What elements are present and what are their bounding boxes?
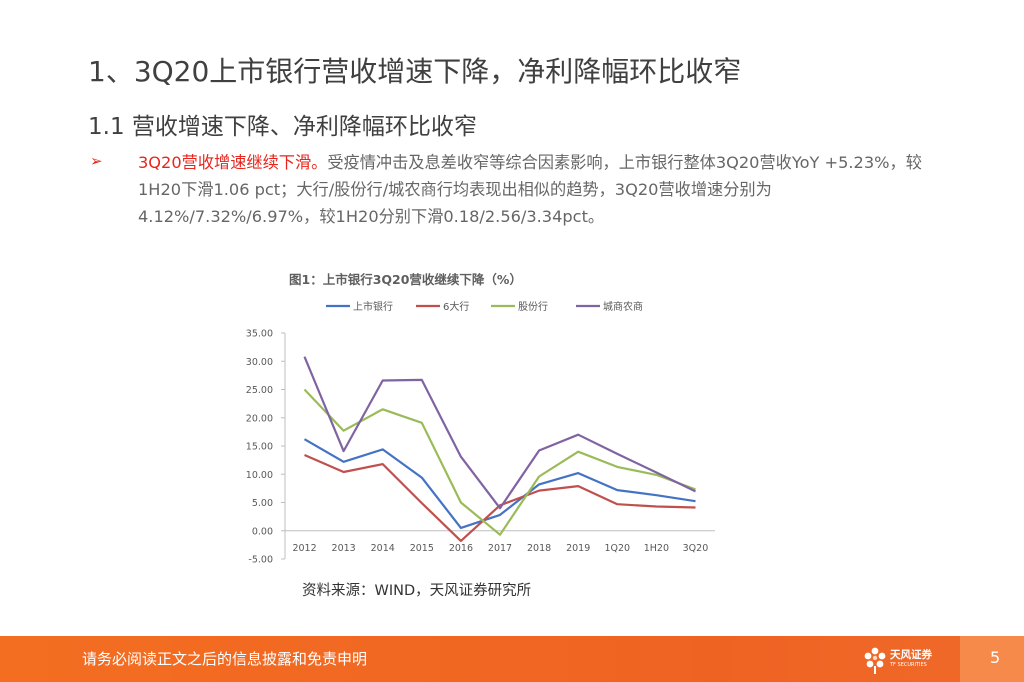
legend-item: 6大行 — [416, 300, 469, 313]
series-line-上市银行 — [303, 438, 696, 529]
chart-legend: 上市银行 6大行 股份行 城商农商 — [326, 300, 643, 313]
slide-title: 1、3Q20上市银行营收增速下降，净利降幅环比收窄 — [88, 55, 742, 88]
y-tick-label: 25.00 — [246, 385, 273, 396]
legend-label: 城商农商 — [603, 300, 643, 313]
x-tick-label: 2015 — [410, 543, 434, 554]
x-tick-label: 2016 — [449, 543, 473, 554]
x-tick-label: 1Q20 — [604, 543, 630, 554]
bullet-arrow-icon: ➢ — [90, 152, 103, 170]
x-tick-label: 2012 — [292, 543, 316, 554]
y-tick-label: -5.00 — [248, 555, 273, 566]
x-tick-label: 2018 — [527, 543, 551, 554]
footer-disclaimer: 请务必阅读正文之后的信息披露和免责申明 — [82, 650, 368, 668]
data-source: 资料来源：WIND，天风证券研究所 — [302, 583, 532, 599]
legend-item: 城商农商 — [576, 300, 643, 313]
legend-item: 股份行 — [491, 300, 548, 313]
chart-axes — [281, 332, 715, 560]
y-tick-label: 20.00 — [246, 413, 273, 424]
y-tick-label: 0.00 — [252, 526, 273, 537]
legend-label: 6大行 — [443, 300, 469, 313]
footer-bar: 请务必阅读正文之后的信息披露和免责申明 天风证券 TF SECURITIES 5 — [0, 636, 1024, 682]
series-line-股份行 — [303, 388, 696, 536]
bullet-paragraph: 3Q20营收增速继续下滑。受疫情冲击及息差收窄等综合因素影响，上市银行整体3Q2… — [138, 149, 938, 230]
legend-label: 上市银行 — [353, 300, 393, 313]
y-tick-label: 10.00 — [246, 470, 273, 481]
series-line-6大行 — [304, 453, 696, 542]
chart-title: 图1：上市银行3Q20营收继续下降（%） — [289, 272, 522, 287]
y-tick-label: 35.00 — [246, 329, 273, 340]
chart-series — [303, 356, 696, 542]
series-line-城商农商 — [303, 356, 696, 510]
x-axis-labels: 2012 2013 2014 2015 2016 2017 2018 2019 1Q20 1H20… — [292, 543, 708, 554]
x-tick-label: 2013 — [332, 543, 356, 554]
legend-item: 上市银行 — [326, 300, 393, 313]
legend-label: 股份行 — [518, 300, 548, 313]
x-tick-label: 2019 — [566, 543, 590, 554]
page-number: 5 — [990, 648, 1001, 667]
brand-logo: 天风证券 TF SECURITIES — [862, 645, 942, 675]
flower-logo-icon — [864, 647, 886, 674]
x-tick-label: 2014 — [371, 543, 395, 554]
x-tick-label: 1H20 — [644, 543, 669, 554]
x-tick-label: 3Q20 — [683, 543, 709, 554]
bullet-highlight: 3Q20营收增速继续下滑。 — [138, 153, 328, 172]
y-axis-labels: -5.00 0.00 5.00 10.00 15.00 20.00 25.00 30.00 35… — [246, 329, 273, 566]
y-tick-label: 5.00 — [252, 498, 273, 509]
logo-subtext: TF SECURITIES — [890, 662, 927, 668]
x-tick-label: 2017 — [488, 543, 512, 554]
y-tick-label: 30.00 — [246, 357, 273, 368]
y-tick-label: 15.00 — [246, 442, 273, 453]
bullet-body: 受疫情冲击及息差收窄等综合因素影响，上市银行整体3Q20营收YoY +5.23%… — [138, 153, 922, 226]
logo-text: 天风证券 — [890, 649, 932, 661]
page-number-box: 5 — [960, 636, 1024, 682]
section-subtitle: 1.1 营收增速下降、净利降幅环比收窄 — [88, 114, 477, 140]
revenue-growth-chart: 图1：上市银行3Q20营收继续下降（%） 上市银行 6大行 股份行 城商农商 -5.0… — [246, 272, 715, 566]
